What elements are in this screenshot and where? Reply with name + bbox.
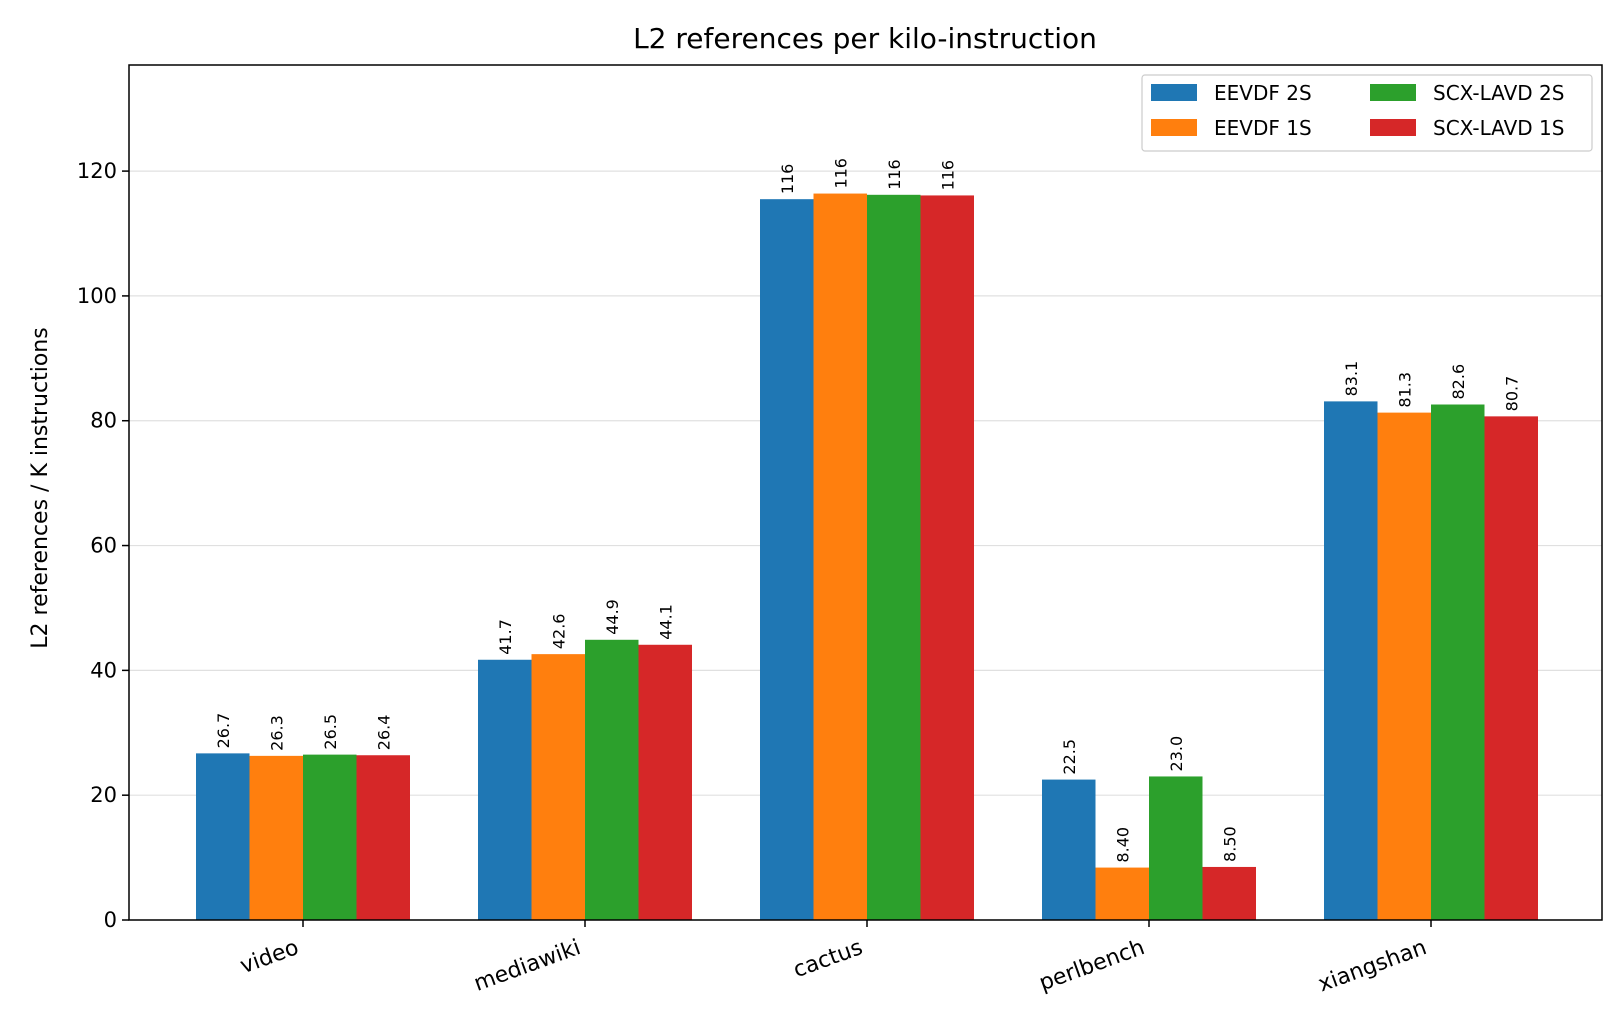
bar xyxy=(531,654,585,920)
bar xyxy=(760,199,814,920)
legend-swatch xyxy=(1151,84,1197,101)
data-label: 26.5 xyxy=(321,714,340,750)
data-label: 82.6 xyxy=(1449,364,1468,400)
bar xyxy=(196,753,250,920)
data-label: 44.9 xyxy=(603,599,622,635)
bar xyxy=(1095,867,1149,920)
y-tick-label: 120 xyxy=(77,159,117,183)
plot-frame xyxy=(128,64,1603,921)
x-tick-label: mediawiki xyxy=(471,935,584,997)
x-axis: video mediawiki cactus perlbench xiangshan xyxy=(237,920,1432,997)
data-label: 26.4 xyxy=(374,715,393,751)
bar xyxy=(1484,416,1538,920)
legend-swatch xyxy=(1370,119,1416,136)
bar xyxy=(585,639,639,920)
x-tick-label: cactus xyxy=(790,935,866,983)
x-tick-label: perlbench xyxy=(1036,935,1148,996)
y-tick-label: 20 xyxy=(90,783,117,807)
data-label: 116 xyxy=(831,158,850,189)
y-axis-label: L2 references / K instructions xyxy=(28,327,53,648)
data-label: 116 xyxy=(778,164,797,195)
data-label: 41.7 xyxy=(496,619,515,655)
bar xyxy=(813,193,867,921)
legend-swatch xyxy=(1151,119,1197,136)
data-label: 42.6 xyxy=(549,614,568,650)
legend-swatch xyxy=(1370,84,1416,101)
data-label: 116 xyxy=(885,159,904,190)
y-tick-label: 80 xyxy=(90,409,117,433)
y-axis: 0 20 40 60 80 100 120 xyxy=(77,159,129,932)
bar xyxy=(1431,404,1485,920)
data-label: 22.5 xyxy=(1060,739,1079,775)
data-label: 26.7 xyxy=(214,713,233,749)
data-label: 8.40 xyxy=(1113,827,1132,863)
legend-box xyxy=(1141,74,1593,152)
data-label: 44.1 xyxy=(656,604,675,640)
y-tick-label: 0 xyxy=(104,908,117,932)
y-tick-label: 60 xyxy=(90,534,117,558)
bar xyxy=(1149,776,1203,920)
y-tick-label: 100 xyxy=(77,284,117,308)
bar xyxy=(303,754,357,920)
data-label: 116 xyxy=(938,160,957,191)
bar xyxy=(920,195,974,920)
data-label: 8.50 xyxy=(1220,826,1239,862)
x-tick-label: video xyxy=(237,935,302,979)
bar xyxy=(1324,401,1378,921)
data-labels: 26.7 26.3 26.5 26.4 41.7 42.6 44.9 44.1 116 116 11… xyxy=(214,158,1522,863)
x-tick-label: xiangshan xyxy=(1315,935,1430,997)
chart-title: L2 references per kilo-instruction xyxy=(633,22,1097,55)
data-label: 80.7 xyxy=(1502,376,1521,412)
data-label: 81.3 xyxy=(1395,372,1414,408)
data-label: 83.1 xyxy=(1342,361,1361,397)
legend-label: EEVDF 1S xyxy=(1214,116,1312,140)
data-label: 23.0 xyxy=(1167,736,1186,772)
legend-label: EEVDF 2S xyxy=(1214,81,1312,105)
bar xyxy=(1202,866,1256,920)
bar xyxy=(1042,779,1096,920)
bar xyxy=(478,659,532,920)
data-label: 26.3 xyxy=(267,715,286,751)
bar xyxy=(638,644,692,920)
legend-label: SCX-LAVD 1S xyxy=(1433,116,1564,140)
legend-label: SCX-LAVD 2S xyxy=(1433,81,1564,105)
bars xyxy=(196,193,1538,921)
bar xyxy=(867,194,921,920)
bar xyxy=(249,755,303,920)
bar xyxy=(356,755,410,920)
y-tick-label: 40 xyxy=(90,658,117,682)
legend: EEVDF 2S EEVDF 1S SCX-LAVD 2S SCX-LAVD 1S xyxy=(1141,74,1593,152)
bar xyxy=(1377,412,1431,920)
